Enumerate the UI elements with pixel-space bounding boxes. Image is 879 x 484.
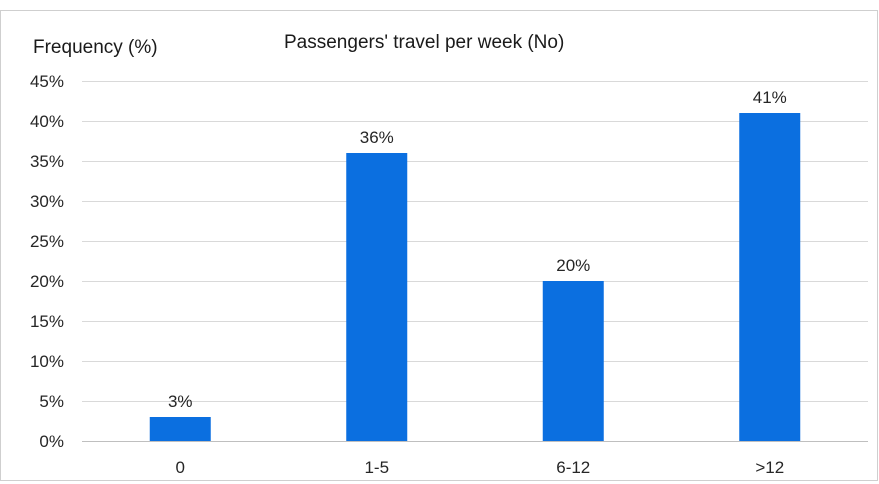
y-tick-label: 5% [39, 392, 64, 411]
y-tick-label: 10% [30, 352, 64, 371]
data-label: 41% [753, 88, 787, 107]
bars [149, 113, 801, 441]
y-tick-label: 40% [30, 112, 64, 131]
bar [739, 113, 801, 441]
data-labels: 3% 36% 20% 41% [168, 88, 787, 411]
x-tick-label: 1-5 [364, 458, 389, 477]
data-label: 3% [168, 392, 193, 411]
y-tick-label: 45% [30, 72, 64, 91]
x-axis-ticks: 0 1-5 6-12 >12 [176, 458, 785, 477]
bar [346, 153, 408, 441]
chart-title: Passengers' travel per week (No) [284, 32, 564, 53]
data-label: 20% [556, 256, 590, 275]
data-label: 36% [360, 128, 394, 147]
x-tick-label: >12 [755, 458, 784, 477]
bar [149, 417, 211, 441]
bar [542, 281, 604, 441]
y-tick-label: 20% [30, 272, 64, 291]
x-tick-label: 0 [176, 458, 185, 477]
y-tick-label: 30% [30, 192, 64, 211]
x-tick-label: 6-12 [556, 458, 590, 477]
y-tick-label: 15% [30, 312, 64, 331]
y-axis-ticks: 0% 5% 10% 15% 20% 25% 30% 35% 40% 45% [30, 72, 64, 451]
y-tick-label: 35% [30, 152, 64, 171]
chart-frame [0, 10, 878, 481]
y-axis-title: Frequency (%) [33, 37, 158, 58]
gridlines [82, 81, 868, 442]
y-tick-label: 0% [39, 432, 64, 451]
y-tick-label: 25% [30, 232, 64, 251]
